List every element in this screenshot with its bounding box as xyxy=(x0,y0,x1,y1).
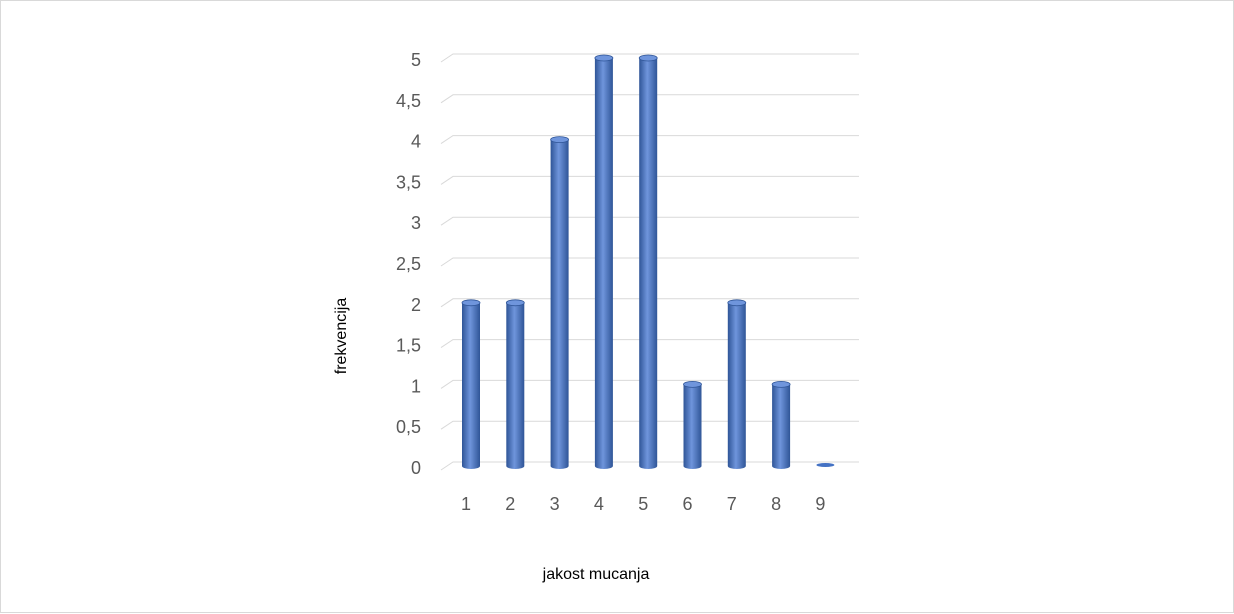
y-tick-label: 1 xyxy=(411,376,421,396)
bar xyxy=(594,54,614,469)
x-tick-label: 4 xyxy=(594,494,604,514)
x-axis-ticks: 1 2 3 4 5 6 7 8 9 xyxy=(461,494,825,514)
bar xyxy=(638,54,658,469)
bar xyxy=(461,299,481,469)
y-axis-ticks: 0 0,5 1 1,5 2 2,5 3 3,5 4 4,5 5 xyxy=(396,50,421,478)
gridline xyxy=(440,461,859,471)
y-tick-label: 0 xyxy=(411,458,421,478)
y-tick-label: 2 xyxy=(411,295,421,315)
y-tick-label: 0,5 xyxy=(396,417,421,437)
y-tick-label: 2,5 xyxy=(396,254,421,274)
bar xyxy=(727,299,747,469)
gridline xyxy=(440,257,859,267)
gridline xyxy=(440,135,859,145)
bar xyxy=(683,380,702,469)
y-tick-label: 3,5 xyxy=(396,172,421,192)
gridline xyxy=(440,379,859,389)
y-tick-label: 4 xyxy=(411,132,421,152)
gridline xyxy=(440,175,859,185)
x-tick-label: 7 xyxy=(727,494,737,514)
bar xyxy=(550,136,569,469)
x-tick-label: 3 xyxy=(550,494,560,514)
x-tick-label: 2 xyxy=(505,494,515,514)
y-tick-label: 5 xyxy=(411,50,421,70)
gridline xyxy=(440,53,859,63)
gridlines xyxy=(440,53,859,471)
y-tick-label: 3 xyxy=(411,213,421,233)
bar xyxy=(816,463,835,467)
bar xyxy=(771,380,791,469)
x-tick-label: 8 xyxy=(771,494,781,514)
bars xyxy=(461,54,835,469)
y-tick-label: 4,5 xyxy=(396,91,421,111)
bar xyxy=(505,299,525,469)
gridline xyxy=(440,94,859,104)
x-tick-label: 6 xyxy=(682,494,692,514)
y-tick-label: 1,5 xyxy=(396,336,421,356)
gridline xyxy=(440,420,859,430)
x-tick-label: 1 xyxy=(461,494,471,514)
gridline xyxy=(440,339,859,349)
x-axis-title: jakost mucanja xyxy=(542,566,650,583)
gridline xyxy=(440,298,859,308)
x-tick-label: 5 xyxy=(638,494,648,514)
y-axis-title: frekvencija xyxy=(333,298,350,375)
x-tick-label: 9 xyxy=(815,494,825,514)
gridline xyxy=(440,216,859,226)
